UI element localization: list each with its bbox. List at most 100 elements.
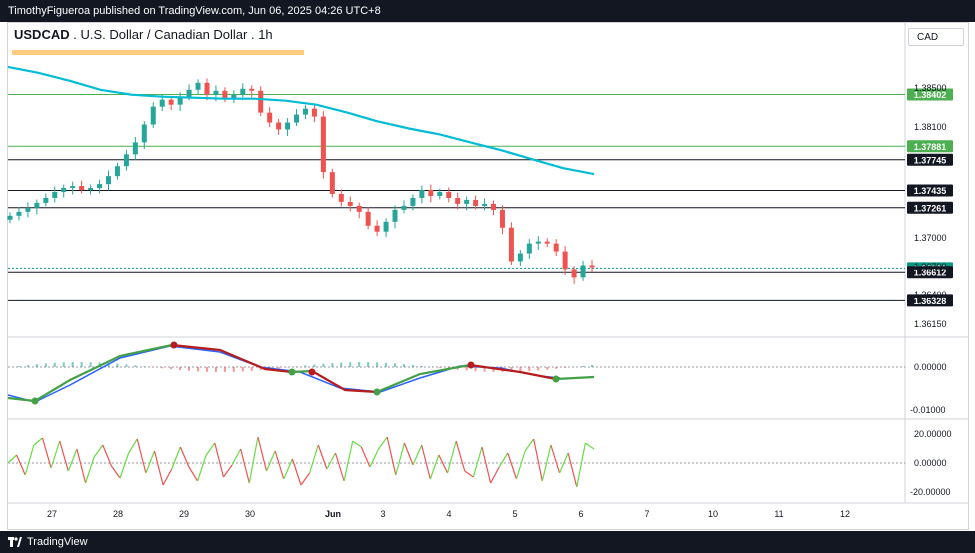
candle-body: [491, 203, 497, 210]
candle[interactable]: [311, 104, 317, 123]
macd-cross-marker: [31, 397, 39, 405]
candle[interactable]: [168, 96, 174, 111]
candle[interactable]: [392, 205, 398, 229]
candle-body: [464, 199, 470, 204]
candle[interactable]: [7, 212, 13, 224]
candle[interactable]: [419, 185, 425, 204]
footer-brand[interactable]: TradingView: [27, 536, 88, 548]
candle[interactable]: [240, 83, 246, 101]
candle[interactable]: [249, 85, 255, 98]
candle[interactable]: [329, 168, 335, 198]
candle[interactable]: [294, 109, 300, 127]
candle[interactable]: [97, 179, 103, 194]
candle[interactable]: [356, 202, 362, 219]
candle[interactable]: [589, 260, 595, 272]
candle[interactable]: [150, 102, 156, 128]
candle[interactable]: [383, 218, 389, 238]
symbol-name[interactable]: USDCAD: [14, 27, 70, 42]
candle-body: [329, 172, 335, 194]
candle[interactable]: [204, 78, 210, 101]
price-label-bg: [907, 184, 953, 197]
price-label[interactable]: 1.36612: [907, 266, 953, 279]
candle-body: [544, 241, 550, 244]
candle[interactable]: [79, 180, 85, 194]
candle[interactable]: [61, 184, 67, 198]
candle[interactable]: [446, 187, 452, 203]
candle[interactable]: [455, 192, 461, 210]
price-tick: 1.38500: [914, 83, 947, 93]
candle[interactable]: [464, 196, 470, 211]
candle[interactable]: [347, 196, 353, 212]
candle[interactable]: [177, 92, 183, 112]
candle[interactable]: [365, 207, 371, 230]
tradingview-logo-icon[interactable]: [8, 537, 22, 547]
candle[interactable]: [571, 265, 577, 284]
price-label[interactable]: 1.38402: [907, 88, 953, 101]
candle[interactable]: [553, 239, 559, 257]
macd-histogram-bar: [241, 367, 244, 372]
candle[interactable]: [580, 261, 586, 281]
price-label[interactable]: 1.37261: [907, 201, 953, 214]
candle[interactable]: [258, 86, 264, 117]
candle[interactable]: [410, 194, 416, 211]
candle[interactable]: [508, 222, 514, 265]
candle[interactable]: [267, 107, 273, 127]
candle[interactable]: [517, 250, 523, 266]
candle[interactable]: [88, 184, 94, 195]
candle[interactable]: [34, 199, 40, 215]
osc-line-segment: [395, 442, 405, 476]
candle[interactable]: [43, 193, 49, 207]
osc-line-segment: [421, 444, 431, 480]
candle[interactable]: [222, 87, 228, 103]
currency-selector[interactable]: CAD: [908, 28, 964, 46]
candle[interactable]: [302, 105, 308, 120]
candle[interactable]: [16, 207, 22, 221]
candle[interactable]: [132, 136, 138, 160]
candle[interactable]: [105, 170, 111, 191]
candle[interactable]: [401, 200, 407, 214]
candle[interactable]: [231, 90, 237, 104]
price-label-bg: [907, 153, 953, 166]
price-label[interactable]: 1.37435: [907, 184, 953, 197]
osc-line-segment: [136, 438, 147, 474]
chart-panel[interactable]: [7, 22, 969, 530]
candle-body: [589, 265, 595, 268]
candle[interactable]: [70, 181, 76, 195]
macd-histogram-bar: [420, 365, 423, 367]
macd-histogram-bar: [197, 367, 200, 372]
candle[interactable]: [338, 189, 344, 207]
candle[interactable]: [141, 121, 147, 149]
price-label[interactable]: 1.36328: [907, 294, 953, 307]
osc-line-segment: [378, 436, 388, 450]
candle[interactable]: [195, 79, 201, 95]
macd-histogram-bar: [170, 367, 173, 370]
candle[interactable]: [428, 184, 434, 203]
price-label-text: 1.37745: [914, 155, 947, 165]
candle[interactable]: [123, 149, 129, 171]
candle[interactable]: [562, 246, 568, 275]
candle[interactable]: [276, 119, 282, 135]
osc-line-segment: [171, 446, 181, 470]
candle[interactable]: [437, 188, 443, 200]
candle[interactable]: [52, 186, 58, 203]
candle[interactable]: [544, 238, 550, 248]
candle[interactable]: [285, 118, 291, 136]
candle[interactable]: [114, 162, 120, 180]
candle-body: [580, 265, 586, 278]
candle[interactable]: [320, 111, 326, 179]
osc-line-segment: [110, 465, 121, 479]
candle-body: [132, 142, 138, 155]
price-label[interactable]: 1.37881: [907, 140, 953, 153]
macd-histogram-bar: [304, 365, 307, 367]
candle[interactable]: [491, 200, 497, 216]
price-label[interactable]: 1.37745: [907, 153, 953, 166]
candle[interactable]: [526, 239, 532, 260]
candle[interactable]: [374, 220, 380, 237]
candle-body: [383, 221, 389, 232]
candle[interactable]: [25, 202, 31, 218]
candle[interactable]: [535, 236, 541, 251]
candle[interactable]: [482, 198, 488, 211]
candle[interactable]: [499, 205, 505, 235]
candle[interactable]: [473, 195, 479, 210]
